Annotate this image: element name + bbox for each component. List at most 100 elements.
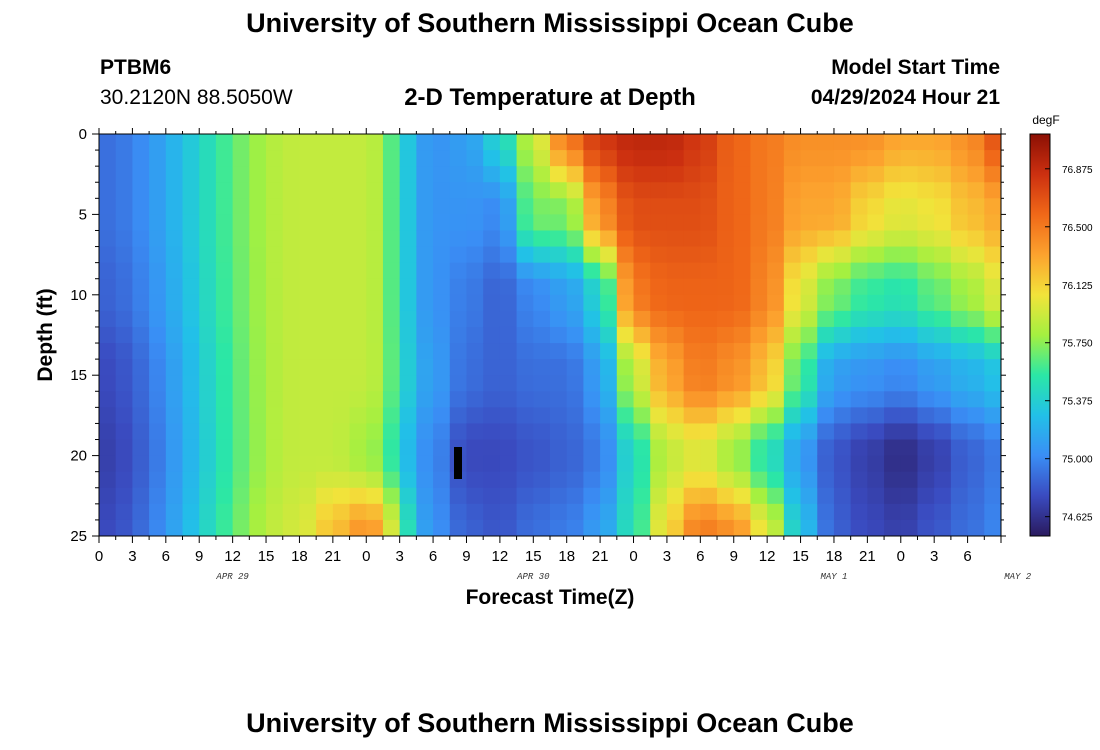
heatmap-cell (182, 471, 200, 489)
heatmap-cell (934, 262, 952, 280)
heatmap-cell (199, 150, 217, 167)
heatmap-cell (115, 150, 133, 167)
heatmap-cell (99, 166, 117, 183)
heatmap-cell (566, 198, 584, 215)
heatmap-cell (299, 439, 317, 457)
heatmap-cell (950, 134, 969, 151)
heatmap-cell (717, 455, 735, 473)
heatmap-cell (817, 150, 835, 167)
x-tick-label: 12 (492, 548, 509, 565)
heatmap-cell (783, 262, 802, 280)
heatmap-cell (366, 182, 384, 199)
heatmap-cell (683, 198, 701, 215)
heatmap-cell (232, 326, 250, 344)
heatmap-cell (666, 423, 685, 441)
heatmap-cell (917, 262, 935, 280)
heatmap-cell (533, 230, 551, 248)
heatmap-cell (382, 487, 401, 505)
heatmap-cell (382, 375, 401, 392)
heatmap-cell (800, 310, 818, 328)
heatmap-cell (600, 326, 618, 344)
heatmap-cell (266, 246, 284, 264)
heatmap-cell (583, 359, 601, 376)
heatmap-cell (917, 246, 935, 264)
heatmap-cell (600, 471, 618, 489)
heatmap-cell (700, 343, 718, 360)
heatmap-cell (984, 326, 1001, 344)
heatmap-cell (266, 198, 284, 215)
heatmap-cell (616, 246, 635, 264)
heatmap-cell (215, 503, 234, 521)
y-tick-label: 25 (70, 528, 87, 545)
heatmap-cell (616, 455, 635, 473)
heatmap-cell (332, 278, 351, 296)
heatmap-cell (833, 359, 852, 376)
heatmap-cell (416, 326, 434, 344)
y-tick-label: 10 (70, 287, 87, 304)
heatmap-cell (433, 294, 451, 312)
heatmap-cell (232, 262, 250, 280)
heatmap-cell (934, 471, 952, 489)
x-tick-label: 21 (859, 548, 876, 565)
heatmap-cell (266, 134, 284, 151)
heatmap-cell (884, 326, 902, 344)
heatmap-cell (433, 278, 451, 296)
heatmap-cell (516, 166, 534, 183)
heatmap-cell (884, 343, 902, 360)
heatmap-cell (282, 455, 301, 473)
heatmap-cell (416, 407, 434, 425)
heatmap-cell (149, 471, 167, 489)
heatmap-cell (232, 471, 250, 489)
heatmap-cell (817, 294, 835, 312)
heatmap-cell (884, 455, 902, 473)
x-tick-label: 0 (95, 548, 103, 565)
heatmap-cell (266, 503, 284, 521)
heatmap-cell (867, 310, 885, 328)
heatmap-cell (666, 391, 685, 408)
heatmap-cell (483, 407, 501, 425)
heatmap-cell (232, 359, 250, 376)
heatmap-cell (249, 471, 267, 489)
heatmap-cell (833, 150, 852, 167)
heatmap-cell (833, 310, 852, 328)
heatmap-cell (733, 359, 752, 376)
heatmap-cell (833, 246, 852, 264)
heatmap-cell (349, 246, 367, 264)
heatmap-cell (767, 230, 785, 248)
heatmap-cell (583, 166, 601, 183)
heatmap-cell (382, 198, 401, 215)
heatmap-cell (149, 439, 167, 457)
heatmap-cell (917, 375, 935, 392)
heatmap-cell (900, 455, 919, 473)
heatmap-cell (550, 294, 568, 312)
heatmap-cell (449, 519, 468, 536)
heatmap-cell (299, 423, 317, 441)
heatmap-cell (867, 150, 885, 167)
colorbar-tick-label: 76.500 (1062, 223, 1093, 234)
heatmap-cell (583, 407, 601, 425)
heatmap-cell (533, 134, 551, 151)
heatmap-cell (600, 503, 618, 521)
heatmap-cell (884, 294, 902, 312)
heatmap-cell (700, 310, 718, 328)
heatmap-cell (616, 310, 635, 328)
x-tick-label: 9 (462, 548, 470, 565)
heatmap-cell (282, 150, 301, 167)
heatmap-cell (149, 214, 167, 232)
heatmap-cell (516, 134, 534, 151)
heatmap-cell (416, 150, 434, 167)
heatmap-cell (199, 294, 217, 312)
heatmap-cell (299, 503, 317, 521)
heatmap-cell (767, 310, 785, 328)
heatmap-cell (266, 471, 284, 489)
heatmap-cell (817, 503, 835, 521)
heatmap-cell (349, 230, 367, 248)
heatmap-cell (332, 214, 351, 232)
heatmap-cell (867, 166, 885, 183)
heatmap-cell (867, 294, 885, 312)
heatmap-cell (115, 359, 133, 376)
heatmap-cell (199, 375, 217, 392)
heatmap-cell (683, 134, 701, 151)
heatmap-cell (299, 391, 317, 408)
x-tick-label: 0 (629, 548, 637, 565)
